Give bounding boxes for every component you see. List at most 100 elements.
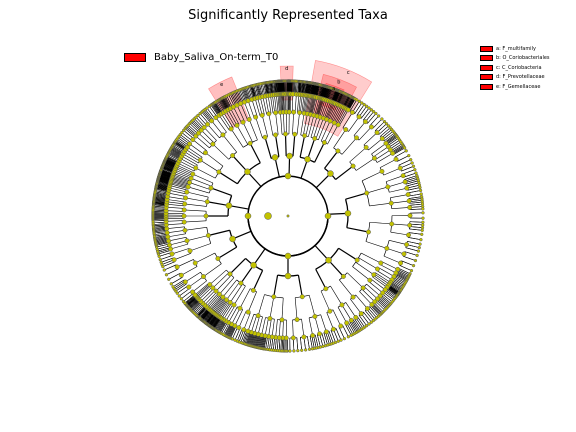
tree-node: [304, 156, 311, 163]
tree-node: [331, 326, 336, 332]
branch-line: [378, 297, 389, 307]
branch-line: [218, 115, 230, 131]
tree-node: [259, 112, 265, 118]
branch-line: [391, 200, 410, 204]
branch-line: [347, 272, 364, 289]
branch-line: [263, 336, 267, 349]
tree-node: [413, 258, 418, 263]
branch-line: [166, 210, 185, 212]
branch-line: [242, 330, 248, 344]
branch-line: [180, 134, 191, 143]
branch-line: [182, 153, 199, 164]
taxa-legend-label: d: F_Prevotellaceae: [496, 74, 545, 81]
tree-node: [312, 136, 318, 141]
branch-line: [353, 121, 366, 136]
branch-line: [223, 112, 234, 128]
branch-line: [153, 204, 167, 207]
branch-line: [337, 108, 347, 125]
tree-node: [421, 211, 425, 215]
branch-line: [401, 166, 414, 172]
branch-line: [232, 92, 239, 105]
branch-line: [296, 337, 299, 351]
tree-node: [216, 291, 222, 297]
branch-line: [308, 295, 316, 317]
tree-node: [374, 130, 380, 136]
branch-line: [227, 325, 234, 337]
branch-line: [229, 258, 246, 275]
tree-node: [364, 104, 369, 108]
branch-line: [281, 297, 284, 320]
branch-line: [314, 98, 320, 116]
taxa-legend-swatch: [480, 64, 493, 71]
branch-line: [275, 319, 278, 338]
branch-line: [294, 94, 297, 113]
branch-line: [260, 335, 265, 349]
branch-line: [314, 142, 325, 163]
branch-line: [218, 171, 238, 185]
branch-line: [300, 159, 309, 179]
branch-line: [207, 124, 220, 139]
branch-line: [372, 118, 383, 129]
branch-line: [408, 237, 421, 240]
branch-line: [166, 226, 185, 229]
tree-node: [327, 308, 333, 314]
branch-line: [166, 206, 185, 209]
tree-node: [388, 200, 394, 206]
branch-line: [161, 257, 174, 263]
branch-line: [198, 132, 212, 146]
branch-line: [166, 201, 185, 205]
branch-line: [375, 149, 391, 160]
branch-line: [383, 255, 401, 264]
tree-node: [292, 349, 296, 353]
branch-line: [380, 294, 392, 304]
branch-line: [366, 283, 381, 297]
tree-node: [364, 306, 370, 312]
branch-line: [240, 330, 246, 343]
branch-line: [252, 270, 264, 291]
tree-node: [393, 156, 399, 162]
branch-line: [179, 160, 196, 170]
branch-line: [378, 125, 389, 135]
tree-node: [205, 121, 211, 127]
tree-node: [417, 245, 421, 250]
branch-line: [384, 134, 396, 143]
branch-line: [171, 277, 183, 285]
tree-node: [418, 242, 422, 246]
branch-line: [187, 146, 203, 158]
tree-node: [207, 282, 213, 288]
branch-line: [176, 166, 193, 175]
branch-line: [209, 106, 218, 117]
tree-node: [369, 320, 374, 324]
tree-node: [283, 131, 288, 137]
tree-node: [216, 169, 222, 175]
branch-line: [296, 112, 300, 135]
tree-node: [284, 252, 292, 260]
tree-node: [213, 115, 219, 121]
branch-line: [312, 97, 318, 116]
tree-node: [380, 290, 386, 296]
tree-node: [279, 317, 285, 323]
taxa-legend-item: a: F_multifamily: [480, 44, 550, 54]
branch-line: [387, 181, 406, 188]
tree-node: [420, 228, 424, 232]
branch-line: [185, 197, 208, 203]
branch-line: [155, 239, 169, 243]
tree-node: [181, 207, 187, 213]
branch-line: [338, 247, 358, 261]
branch-line: [381, 261, 398, 270]
branch-line: [153, 226, 167, 229]
tree-node: [407, 153, 411, 158]
branch-line: [154, 192, 168, 196]
branch-line: [240, 264, 255, 284]
branch-line: [303, 95, 308, 114]
branch-line: [311, 97, 317, 115]
branch-line: [297, 274, 303, 297]
branch-line: [280, 112, 283, 135]
tree-node: [186, 284, 192, 290]
tree-node: [205, 106, 209, 110]
branch-line: [407, 241, 421, 245]
branch-line: [389, 240, 407, 245]
branch-line: [201, 111, 211, 123]
figure-title: Significantly Represented Taxa: [188, 8, 388, 23]
branch-line: [395, 274, 407, 281]
